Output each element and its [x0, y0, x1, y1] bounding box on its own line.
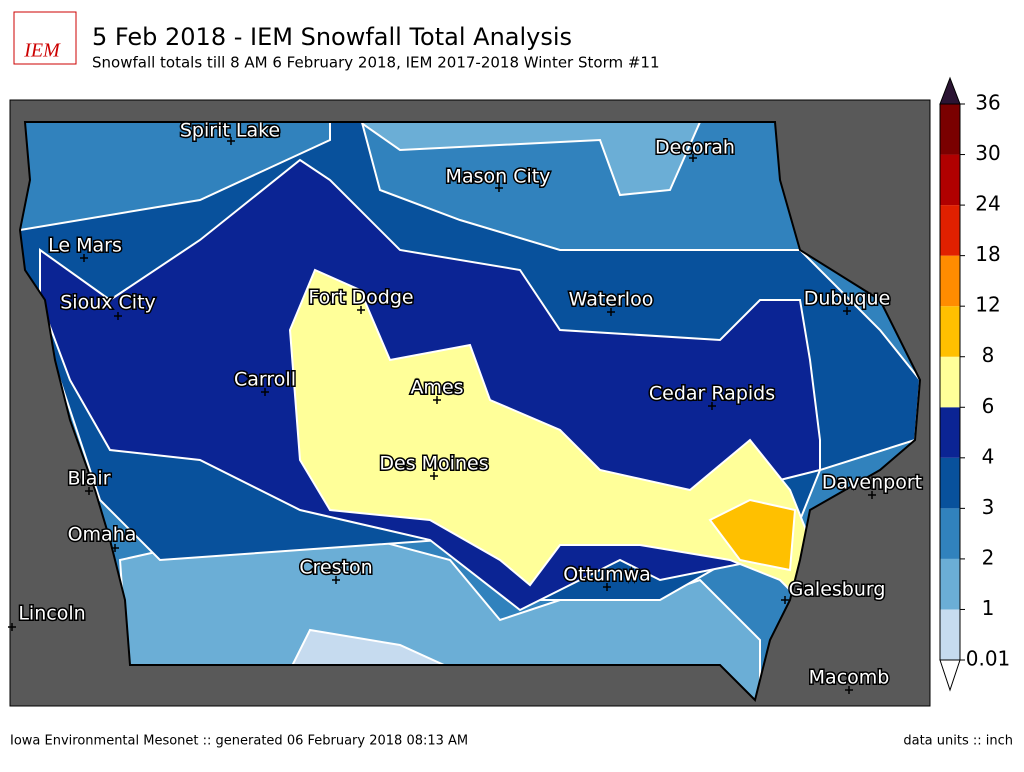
city-label: Waterloo: [569, 289, 654, 311]
city-label: Carroll: [234, 369, 296, 391]
snowfall-contours: [20, 122, 920, 700]
colorbar-under: [939, 659, 961, 692]
city-marker: [868, 491, 876, 499]
title: 5 Feb 2018 - IEM Snowfall Total Analysis: [92, 23, 572, 51]
colorbar-segment: [940, 508, 960, 559]
city-marker: [495, 184, 503, 192]
city-label: Omaha: [68, 524, 137, 546]
city-marker: [261, 388, 269, 396]
colorbar-segment: [940, 457, 960, 509]
city-marker: [357, 306, 365, 314]
colorbar-label: 36: [975, 91, 1000, 115]
state-border: [18, 121, 922, 702]
city-label: Davenport: [822, 472, 922, 494]
city-label: Le Mars: [48, 235, 122, 257]
colorbar-segment: [940, 356, 960, 408]
colorbar-label: 3: [982, 495, 995, 519]
colorbar-label: 8: [982, 343, 995, 367]
logo-text: IEM: [23, 40, 61, 62]
city-label: Mason City: [446, 166, 551, 188]
city-label: Des Moines: [379, 453, 488, 475]
city-label: Lincoln: [18, 603, 85, 625]
colorbar-segment: [940, 205, 960, 256]
city-label: Galesburg: [789, 579, 886, 601]
colorbar-label: 1: [982, 596, 995, 620]
footer-left: Iowa Environmental Mesonet :: generated …: [10, 734, 468, 749]
colorbar-segment: [940, 407, 960, 458]
city-marker: [85, 487, 93, 495]
city-marker: [603, 583, 611, 591]
colorbar-label: 4: [982, 444, 995, 468]
city-label: Blair: [67, 468, 110, 490]
footer-right: data units :: inch: [903, 734, 1013, 749]
city-marker: [781, 596, 789, 604]
city-label: Decorah: [655, 137, 735, 159]
city-marker: [227, 137, 235, 145]
city-marker: [607, 308, 615, 316]
city-label: Sioux City: [60, 292, 156, 314]
colorbar-frame: [939, 103, 961, 661]
city-marker: [433, 396, 441, 404]
city-label: Spirit Lake: [180, 120, 280, 142]
city-marker: [430, 472, 438, 480]
city-label: Ames: [410, 377, 463, 399]
colorbar-segment: [940, 558, 960, 610]
colorbar-label: 2: [982, 545, 995, 569]
logo: IEM: [13, 11, 77, 65]
colorbar-segment: [940, 255, 960, 307]
city-marker: [114, 312, 122, 320]
city-label: Cedar Rapids: [649, 383, 775, 405]
city-marker: [80, 254, 88, 262]
subtitle: Snowfall totals till 8 AM 6 February 201…: [92, 54, 660, 72]
city-marker: [111, 544, 119, 552]
city-marker: [332, 576, 340, 584]
colorbar-over: [939, 76, 961, 105]
colorbar-segment: [940, 306, 960, 357]
colorbar-segment: [940, 154, 960, 206]
city-label: Ottumwa: [563, 564, 651, 586]
city-marker: [708, 402, 716, 410]
city-marker: [843, 307, 851, 315]
colorbar-label: 6: [982, 394, 995, 418]
colorbar-label: 0.01: [966, 647, 1011, 671]
colorbar-segment: [940, 104, 960, 155]
colorbar-label: 18: [975, 242, 1000, 266]
colorbar-label: 12: [975, 293, 1000, 317]
city-label: Fort Dodge: [308, 287, 413, 309]
colorbar-segment: [940, 609, 960, 660]
city-marker: [8, 623, 16, 631]
colorbar-label: 24: [975, 192, 1000, 216]
city-marker: [845, 686, 853, 694]
city-label: Macomb: [809, 667, 890, 689]
city-label: Dubuque: [804, 288, 891, 310]
colorbar-label: 30: [975, 141, 1000, 165]
city-marker: [689, 154, 697, 162]
city-label: Creston: [299, 557, 372, 579]
